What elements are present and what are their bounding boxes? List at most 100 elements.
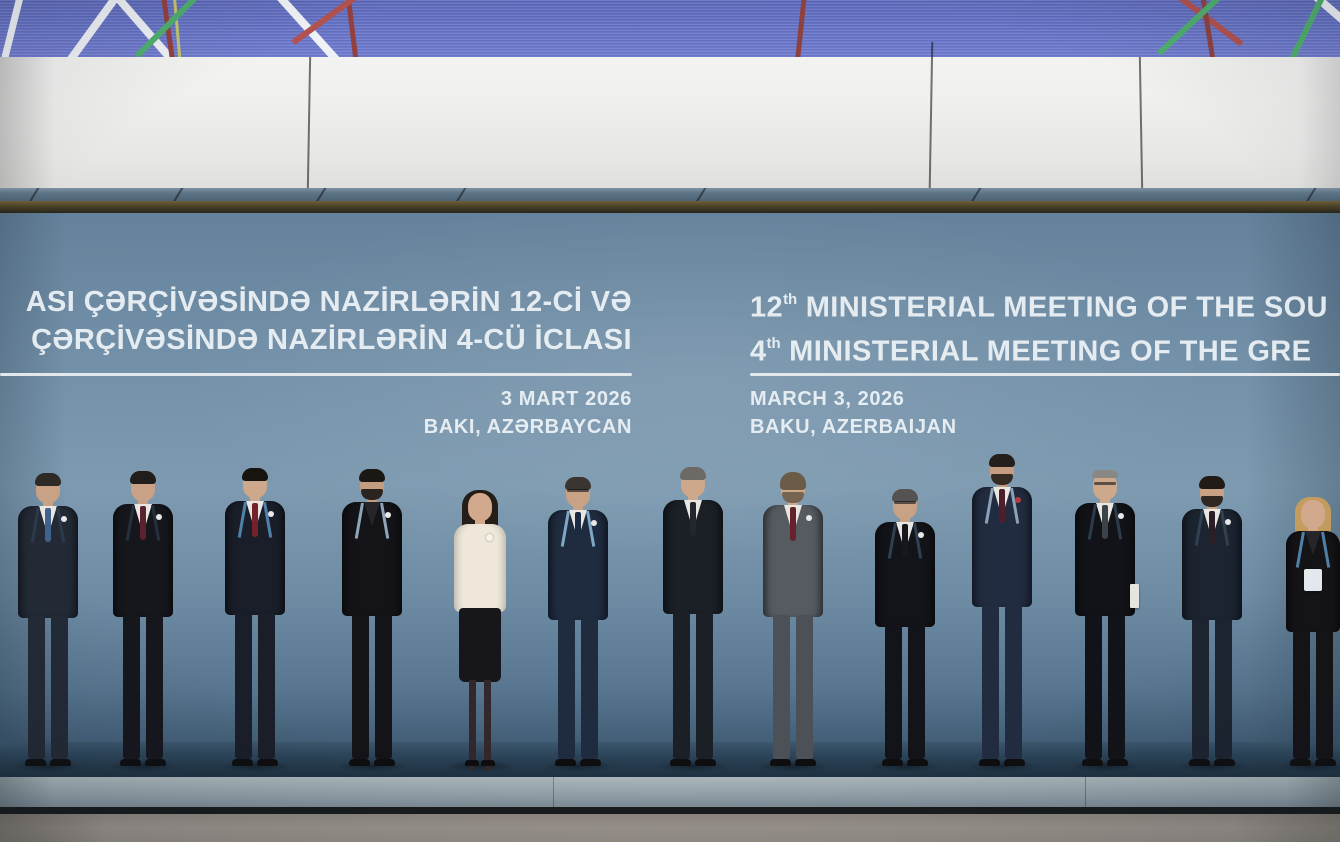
title-en-line2: 4th MINISTERIAL MEETING OF THE GRE bbox=[750, 334, 1312, 368]
banner-top-trim bbox=[0, 201, 1340, 213]
person-shadow bbox=[444, 760, 516, 772]
hair bbox=[1092, 470, 1118, 478]
person-13 bbox=[1265, 497, 1340, 778]
shoe-left bbox=[120, 759, 141, 766]
shoe-right bbox=[580, 759, 601, 766]
shoe-right bbox=[1004, 759, 1025, 766]
hair bbox=[130, 471, 156, 484]
hair bbox=[780, 472, 806, 490]
shoe-right bbox=[50, 759, 71, 766]
hair bbox=[892, 489, 918, 502]
shoe-left bbox=[232, 759, 253, 766]
leg-right bbox=[146, 615, 163, 759]
divider-en bbox=[750, 373, 1340, 376]
person-4 bbox=[324, 468, 420, 778]
head bbox=[1301, 500, 1325, 528]
leg-right bbox=[375, 614, 392, 759]
stage-platform-front bbox=[0, 777, 1340, 807]
person-shadow bbox=[107, 760, 179, 772]
leg-right bbox=[581, 618, 598, 759]
person-7 bbox=[645, 466, 741, 778]
neck bbox=[688, 493, 698, 502]
shoe-left bbox=[1290, 759, 1311, 766]
brooch bbox=[486, 534, 493, 541]
date-az: 3 MART 2026 bbox=[500, 388, 632, 410]
hair bbox=[565, 477, 591, 490]
tie bbox=[790, 507, 796, 541]
shoe-right bbox=[695, 759, 716, 766]
person-9 bbox=[857, 488, 953, 778]
shoe-right bbox=[374, 759, 395, 766]
person-shadow bbox=[336, 760, 408, 772]
title-english: 12th MINISTERIAL MEETING OF THE SOU 4th … bbox=[750, 283, 1340, 370]
shoe-right bbox=[1214, 759, 1235, 766]
beard bbox=[1201, 496, 1223, 507]
glasses bbox=[567, 489, 589, 492]
lapel-pin bbox=[61, 516, 67, 522]
notebook bbox=[1130, 584, 1139, 608]
glasses bbox=[894, 501, 916, 504]
tie bbox=[45, 508, 51, 542]
beard bbox=[782, 492, 804, 503]
shoe-left bbox=[555, 759, 576, 766]
leg-left bbox=[1192, 618, 1209, 759]
lapel-pin bbox=[591, 520, 597, 526]
hair bbox=[242, 468, 268, 481]
beard bbox=[991, 474, 1013, 485]
title-azerbaijani: ASI ÇƏRÇİVƏSİNDƏ NAZİRLƏRİN 12-Cİ VƏ ÇƏR… bbox=[0, 283, 632, 359]
stage-seam-1 bbox=[1085, 777, 1086, 807]
person-shadow bbox=[542, 760, 614, 772]
beard bbox=[361, 489, 383, 500]
lapel-pin bbox=[1015, 497, 1021, 503]
neck bbox=[475, 517, 485, 526]
lapel-pin bbox=[385, 512, 391, 518]
person-shadow bbox=[12, 760, 84, 772]
leg-right bbox=[796, 615, 813, 759]
leg-left bbox=[123, 615, 140, 759]
stage-seam-0 bbox=[553, 777, 554, 807]
event-date-en: MARCH 3, 2026 BAKU, AZERBAIJAN bbox=[750, 385, 1340, 441]
date-en: MARCH 3, 2026 bbox=[750, 388, 905, 410]
shoe-right bbox=[1107, 759, 1128, 766]
person-8 bbox=[745, 471, 841, 778]
place-az: BAKI, AZƏRBAYCAN bbox=[423, 416, 632, 438]
tie bbox=[690, 502, 696, 536]
neck bbox=[573, 503, 583, 512]
leg-right bbox=[1005, 605, 1022, 759]
leg-left bbox=[235, 613, 252, 759]
leg-left bbox=[885, 625, 902, 759]
person-10 bbox=[954, 453, 1050, 778]
neck bbox=[900, 515, 910, 524]
divider-az bbox=[0, 373, 632, 376]
title-az-line1: ASI ÇƏRÇİVƏSİNDƏ NAZİRLƏRİN 12-Cİ VƏ bbox=[25, 286, 632, 318]
ceiling bbox=[0, 57, 1340, 188]
tie bbox=[902, 524, 908, 558]
title-en-line1: 12th MINISTERIAL MEETING OF THE SOU bbox=[750, 291, 1328, 324]
lapel-pin bbox=[918, 532, 924, 538]
shoe-left bbox=[25, 759, 46, 766]
leg-left bbox=[352, 614, 369, 759]
lapel-pin bbox=[1225, 519, 1231, 525]
lapel-pin bbox=[806, 515, 812, 521]
leg-right bbox=[51, 616, 68, 759]
head bbox=[468, 493, 492, 521]
person-shadow bbox=[219, 760, 291, 772]
shoe-right bbox=[145, 759, 166, 766]
hair bbox=[989, 454, 1015, 467]
shoe-left bbox=[1189, 759, 1210, 766]
tie bbox=[140, 506, 146, 540]
person-shadow bbox=[966, 760, 1038, 772]
shoe-right bbox=[795, 759, 816, 766]
lapel-pin bbox=[268, 511, 274, 517]
leg-left bbox=[1085, 614, 1102, 759]
place-en: BAKU, AZERBAIJAN bbox=[750, 416, 957, 438]
banner-top-edge bbox=[0, 188, 1340, 201]
event-date-az: 3 MART 2026 BAKI, AZƏRBAYCAN bbox=[0, 385, 632, 441]
leg-left bbox=[773, 615, 790, 759]
hair bbox=[1199, 476, 1225, 489]
person-2 bbox=[95, 470, 191, 778]
hair bbox=[35, 473, 61, 486]
leg-left bbox=[28, 616, 45, 759]
person-shadow bbox=[757, 760, 829, 772]
shoe-right bbox=[481, 760, 495, 766]
